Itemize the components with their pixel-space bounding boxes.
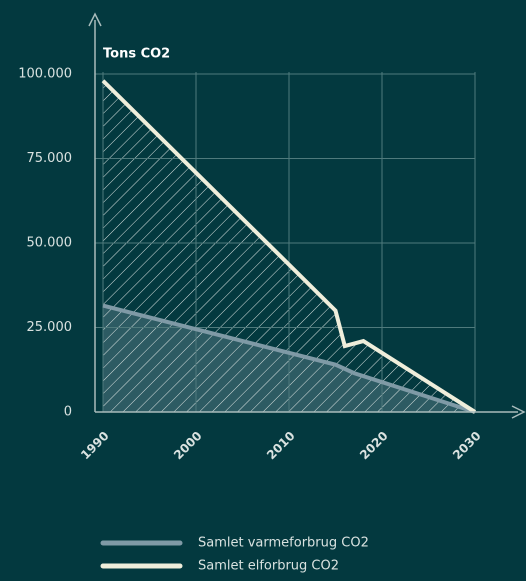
y-tick-label: 75.000 [27,151,73,166]
y-tick-label: 0 [64,405,72,420]
x-tick-label: 2000 [171,429,205,463]
y-tick-label: 100.000 [18,67,72,82]
y-axis-arrow [88,12,102,27]
x-tick-label: 1990 [78,429,112,463]
legend-label: Samlet elforbrug CO2 [198,559,339,574]
lines [101,79,477,414]
x-axis-arrow [511,405,526,419]
legend-label: Samlet varmeforbrug CO2 [198,536,369,551]
x-tick-label: 2030 [450,429,484,463]
grid [95,72,476,412]
series-line [101,79,477,414]
y-tick-label: 25.000 [27,320,73,335]
x-tick-label: 2020 [357,429,391,463]
y-tick-label: 50.000 [27,236,73,251]
x-tick-label: 2010 [264,429,298,463]
series-line [102,303,476,414]
y-axis-label: Tons CO2 [103,47,170,62]
